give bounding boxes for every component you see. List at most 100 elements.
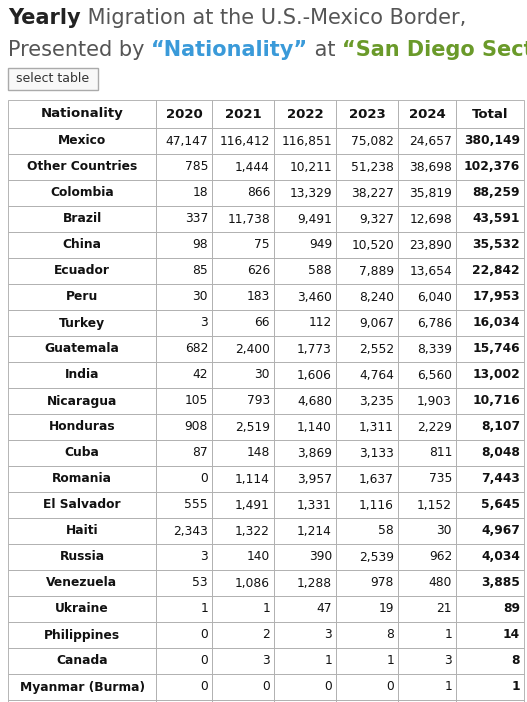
Text: 85: 85 bbox=[192, 265, 208, 277]
Bar bbox=[336, 414, 398, 440]
Bar bbox=[274, 700, 336, 702]
Text: 1,114: 1,114 bbox=[235, 472, 270, 486]
Text: 1,606: 1,606 bbox=[297, 369, 332, 381]
Bar bbox=[212, 570, 274, 596]
Text: Russia: Russia bbox=[60, 550, 104, 564]
Bar bbox=[336, 466, 398, 492]
Text: 682: 682 bbox=[184, 343, 208, 355]
Text: 1,637: 1,637 bbox=[359, 472, 394, 486]
Text: 24,657: 24,657 bbox=[409, 135, 452, 147]
Text: 866: 866 bbox=[247, 187, 270, 199]
Text: 12,698: 12,698 bbox=[409, 213, 452, 225]
Text: 3,869: 3,869 bbox=[297, 446, 332, 460]
Text: 1: 1 bbox=[262, 602, 270, 616]
Text: 53: 53 bbox=[192, 576, 208, 590]
Text: 785: 785 bbox=[184, 161, 208, 173]
Text: 2,229: 2,229 bbox=[417, 420, 452, 434]
Text: 116,412: 116,412 bbox=[220, 135, 270, 147]
Text: Turkey: Turkey bbox=[59, 317, 105, 329]
Bar bbox=[456, 128, 524, 154]
Text: 66: 66 bbox=[255, 317, 270, 329]
Bar bbox=[336, 388, 398, 414]
Bar bbox=[8, 310, 156, 336]
Text: 735: 735 bbox=[428, 472, 452, 486]
Text: 21: 21 bbox=[436, 602, 452, 616]
Text: 6,040: 6,040 bbox=[417, 291, 452, 303]
Text: 140: 140 bbox=[247, 550, 270, 564]
Bar bbox=[8, 232, 156, 258]
Bar bbox=[456, 180, 524, 206]
Text: 1: 1 bbox=[324, 654, 332, 668]
Bar bbox=[212, 258, 274, 284]
Bar bbox=[398, 700, 456, 702]
Text: 9,067: 9,067 bbox=[359, 317, 394, 329]
Bar bbox=[274, 310, 336, 336]
Text: 112: 112 bbox=[309, 317, 332, 329]
Text: 13,654: 13,654 bbox=[409, 265, 452, 277]
Bar bbox=[156, 518, 212, 544]
Bar bbox=[398, 440, 456, 466]
Bar bbox=[456, 258, 524, 284]
Bar bbox=[212, 128, 274, 154]
Bar bbox=[456, 336, 524, 362]
Text: 75: 75 bbox=[255, 239, 270, 251]
Bar bbox=[8, 648, 156, 674]
Bar bbox=[156, 100, 212, 128]
Bar bbox=[156, 362, 212, 388]
Bar bbox=[8, 336, 156, 362]
Bar bbox=[456, 310, 524, 336]
Text: 588: 588 bbox=[308, 265, 332, 277]
Bar bbox=[212, 622, 274, 648]
Bar bbox=[398, 154, 456, 180]
Bar bbox=[336, 440, 398, 466]
Bar bbox=[398, 100, 456, 128]
Text: Romania: Romania bbox=[52, 472, 112, 486]
Bar bbox=[8, 284, 156, 310]
Bar bbox=[156, 466, 212, 492]
Bar bbox=[8, 622, 156, 648]
Bar bbox=[456, 596, 524, 622]
Bar bbox=[274, 414, 336, 440]
Bar bbox=[398, 544, 456, 570]
Text: 38,227: 38,227 bbox=[352, 187, 394, 199]
Bar bbox=[274, 570, 336, 596]
Text: 102,376: 102,376 bbox=[464, 161, 520, 173]
Text: 555: 555 bbox=[184, 498, 208, 512]
Bar bbox=[156, 622, 212, 648]
Bar bbox=[336, 232, 398, 258]
Bar bbox=[336, 180, 398, 206]
Text: Nicaragua: Nicaragua bbox=[47, 395, 117, 407]
Text: Brazil: Brazil bbox=[62, 213, 102, 225]
Text: 1,214: 1,214 bbox=[297, 524, 332, 538]
Bar bbox=[8, 596, 156, 622]
Text: 47: 47 bbox=[317, 602, 332, 616]
Bar bbox=[8, 570, 156, 596]
Text: 1,444: 1,444 bbox=[235, 161, 270, 173]
Text: 1,116: 1,116 bbox=[359, 498, 394, 512]
Bar bbox=[274, 284, 336, 310]
Text: 1,773: 1,773 bbox=[297, 343, 332, 355]
Bar bbox=[274, 466, 336, 492]
Bar bbox=[274, 100, 336, 128]
Bar bbox=[156, 336, 212, 362]
Bar bbox=[156, 258, 212, 284]
Text: 1,086: 1,086 bbox=[235, 576, 270, 590]
Bar bbox=[274, 232, 336, 258]
Bar bbox=[274, 258, 336, 284]
Bar bbox=[398, 258, 456, 284]
Bar bbox=[8, 700, 156, 702]
Text: Haiti: Haiti bbox=[66, 524, 99, 538]
Bar bbox=[274, 518, 336, 544]
Bar bbox=[212, 700, 274, 702]
Text: 35,532: 35,532 bbox=[472, 239, 520, 251]
Bar bbox=[8, 154, 156, 180]
Bar bbox=[336, 700, 398, 702]
Bar bbox=[156, 388, 212, 414]
Text: 43,591: 43,591 bbox=[473, 213, 520, 225]
Text: 87: 87 bbox=[192, 446, 208, 460]
Bar bbox=[456, 648, 524, 674]
Bar bbox=[398, 206, 456, 232]
Bar bbox=[456, 518, 524, 544]
Text: 2,552: 2,552 bbox=[359, 343, 394, 355]
Bar bbox=[156, 570, 212, 596]
